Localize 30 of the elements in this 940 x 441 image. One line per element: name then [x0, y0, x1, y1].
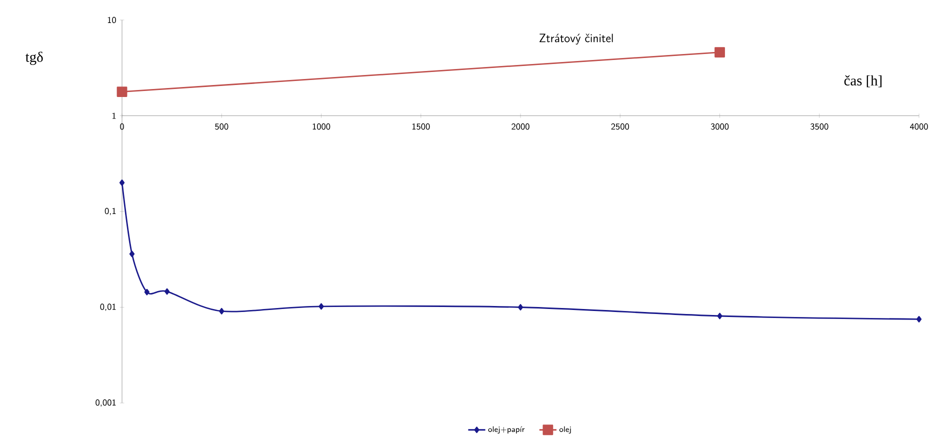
legend-label: olej: [559, 426, 571, 434]
x-axis-title: čas [h]: [844, 75, 882, 88]
y-tick-label: 0,01: [100, 304, 116, 311]
point: [164, 288, 170, 295]
x-tick-label: 0: [120, 123, 124, 130]
point: [129, 250, 135, 258]
x-tick-label: 3500: [810, 123, 828, 130]
x-tick-label: 500: [215, 123, 228, 130]
x-tick-label: 2000: [512, 123, 530, 130]
text: Ztrátový činitel: [540, 34, 613, 45]
x-tick-label: 1000: [312, 123, 330, 130]
point: [916, 316, 922, 322]
y-tick-label: 1: [112, 112, 116, 119]
point: [318, 303, 324, 310]
y-tick-label: 0,001: [96, 399, 116, 407]
point: [219, 308, 224, 314]
point: [119, 179, 125, 186]
x-tick-label: 2500: [611, 123, 629, 130]
point: [518, 304, 524, 310]
legend-label: olej+papír: [488, 426, 525, 434]
x-tick-label: 4000: [910, 123, 928, 130]
y-tick-label: 10: [108, 16, 116, 24]
x-tick-label: 1500: [412, 123, 430, 130]
point: [116, 86, 128, 97]
x-tick-label: 3000: [710, 123, 729, 130]
point: [717, 312, 722, 320]
point: [144, 288, 150, 296]
y-axis-title: tgδ: [25, 52, 43, 65]
point: [714, 47, 725, 58]
y-tick-label: 0,1: [104, 208, 116, 216]
